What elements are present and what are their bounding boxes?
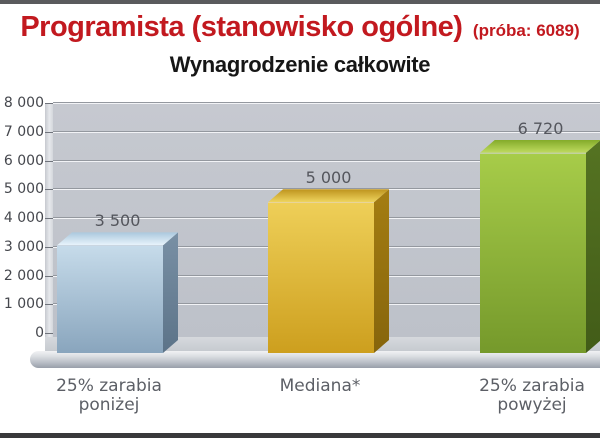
gridline bbox=[53, 102, 600, 104]
y-axis-tick bbox=[45, 218, 53, 219]
bar-side-face bbox=[374, 189, 389, 353]
bar-front-face bbox=[57, 245, 163, 353]
bar-3d bbox=[57, 232, 178, 353]
gridline bbox=[53, 130, 600, 133]
bar-top-face bbox=[268, 189, 389, 203]
bar-side-face bbox=[163, 232, 178, 353]
bar-3d bbox=[480, 139, 600, 353]
bottom-border-strip bbox=[0, 433, 600, 438]
y-axis-label: 2 000 bbox=[3, 267, 44, 284]
y-axis-tick bbox=[45, 246, 53, 248]
page-title: Programista (stanowisko ogólne) (próba: … bbox=[0, 11, 600, 44]
chart-subtitle: Wynagrodzenie całkowite bbox=[169, 52, 431, 77]
category-label: 25% zarabia powyżej bbox=[479, 376, 585, 415]
y-axis-tick bbox=[45, 131, 53, 133]
category-label: 25% zarabia poniżej bbox=[56, 376, 162, 415]
bar-front-face bbox=[480, 152, 586, 353]
bar-3d bbox=[268, 189, 389, 353]
bar-top-face bbox=[480, 139, 600, 153]
top-border-strip bbox=[0, 0, 600, 4]
y-axis-tick bbox=[45, 189, 53, 191]
bar-value-label: 5 000 bbox=[305, 168, 352, 188]
y-axis-tick bbox=[45, 103, 53, 104]
bar-front-face bbox=[268, 202, 374, 353]
y-axis-label: 3 000 bbox=[3, 238, 44, 255]
y-axis-label: 1 000 bbox=[3, 296, 44, 313]
gridline bbox=[53, 159, 600, 162]
y-axis-label: 0 bbox=[35, 325, 44, 341]
axis-wall bbox=[45, 103, 53, 349]
title-sample-size: (próba: 6089) bbox=[472, 21, 580, 40]
category-label: Mediana* bbox=[279, 376, 361, 396]
title-main-text: Programista (stanowisko ogólne) bbox=[20, 11, 463, 43]
y-axis-label: 8 000 bbox=[3, 95, 44, 111]
y-axis-label: 5 000 bbox=[3, 181, 44, 198]
y-axis-tick bbox=[45, 275, 53, 277]
y-axis-tick bbox=[45, 333, 53, 334]
y-axis-tick bbox=[45, 304, 53, 306]
bar-value-label: 6 720 bbox=[517, 118, 564, 138]
y-axis-label: 6 000 bbox=[3, 152, 44, 169]
bar-value-label: 3 500 bbox=[94, 211, 141, 231]
floor-slab bbox=[30, 351, 600, 368]
y-axis-label: 4 000 bbox=[3, 210, 44, 226]
bar-side-face bbox=[586, 140, 600, 353]
bar-top-face bbox=[57, 232, 178, 246]
y-axis-label: 7 000 bbox=[3, 123, 44, 140]
y-axis-tick bbox=[45, 160, 53, 162]
